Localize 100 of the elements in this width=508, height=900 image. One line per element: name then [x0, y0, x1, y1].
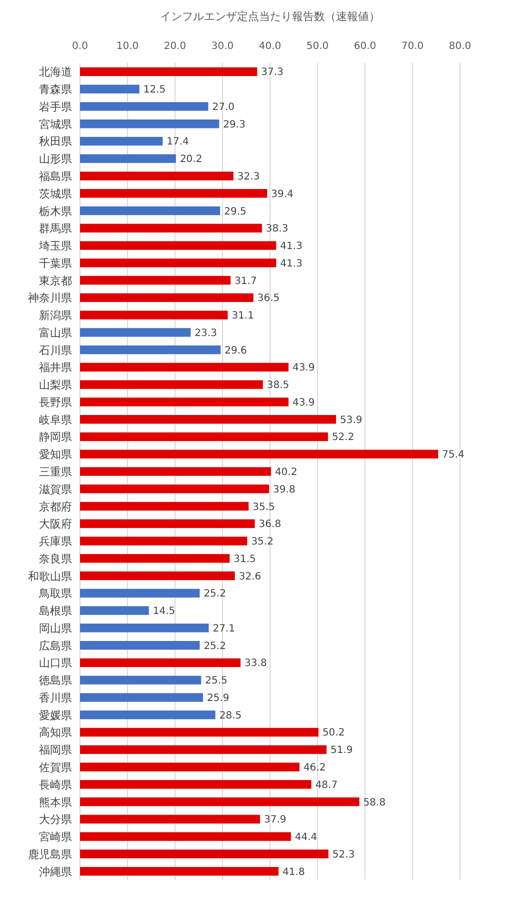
data-label: 29.6 — [224, 345, 247, 356]
bar — [80, 398, 289, 406]
bar — [80, 693, 204, 702]
y-tick-label: 埼玉県 — [38, 240, 72, 253]
y-tick-label: 茨城県 — [39, 187, 72, 200]
bar — [80, 328, 191, 337]
y-tick-label: 山口県 — [39, 656, 72, 670]
data-label: 20.2 — [180, 154, 202, 166]
data-label: 38.3 — [266, 224, 288, 235]
y-tick-label: 広島県 — [39, 639, 72, 652]
data-label: 35.2 — [251, 536, 274, 548]
bar — [80, 67, 258, 76]
data-label: 32.3 — [237, 171, 260, 182]
y-tick-label: 香川県 — [39, 691, 72, 704]
bar — [80, 797, 360, 806]
data-label: 25.2 — [204, 640, 226, 652]
y-tick-label: 岩手県 — [39, 100, 72, 114]
data-label: 52.3 — [332, 849, 355, 860]
y-tick-label: 静岡県 — [39, 430, 72, 444]
data-label: 48.7 — [315, 780, 338, 791]
data-label: 27.0 — [212, 102, 235, 113]
data-label: 25.5 — [205, 676, 228, 687]
data-label: 23.3 — [194, 328, 217, 339]
y-tick-label: 山形県 — [39, 152, 72, 166]
y-tick-label: 福井県 — [39, 361, 72, 374]
y-tick-label: 山梨県 — [39, 378, 72, 392]
data-label: 37.9 — [264, 814, 286, 826]
y-tick-label: 鳥取県 — [38, 587, 72, 600]
data-label: 12.5 — [143, 84, 166, 96]
y-tick-label: 宮城県 — [39, 118, 72, 131]
x-tick-label: 70.0 — [401, 41, 424, 52]
y-tick-label: 新潟県 — [39, 309, 72, 322]
chart-title: インフルエンザ定点当たり報告数（速報値） — [160, 10, 380, 23]
data-label: 36.5 — [257, 293, 280, 304]
bar — [80, 415, 336, 424]
y-tick-label: 福岡県 — [39, 744, 72, 757]
y-tick-label: 滋賀県 — [39, 482, 72, 496]
data-label: 29.5 — [224, 206, 246, 218]
bar — [80, 450, 438, 458]
data-label: 43.9 — [292, 362, 315, 374]
bar — [80, 866, 279, 876]
y-tick-label: 栃木県 — [39, 204, 72, 218]
data-label: 75.4 — [442, 450, 464, 461]
bar — [80, 102, 208, 111]
bar — [80, 154, 176, 163]
bar — [80, 536, 248, 546]
data-label: 36.8 — [258, 519, 282, 530]
bar — [80, 206, 220, 216]
bar — [80, 658, 241, 668]
y-tick-label: 岐阜県 — [39, 413, 72, 426]
data-label: 46.2 — [303, 762, 326, 774]
y-tick-label: 沖縄県 — [39, 865, 72, 878]
bar — [80, 380, 263, 389]
data-label: 33.8 — [244, 658, 267, 670]
data-label: 31.5 — [234, 554, 256, 565]
bar — [80, 345, 221, 354]
bar — [80, 276, 231, 285]
y-tick-label: 石川県 — [39, 344, 72, 357]
bar — [80, 814, 260, 824]
data-label: 38.5 — [266, 380, 290, 392]
y-tick-label: 北海道 — [39, 66, 72, 79]
x-tick-label: 30.0 — [211, 41, 234, 52]
data-label: 39.8 — [273, 484, 296, 496]
data-label: 52.2 — [332, 432, 354, 444]
x-tick-label: 0.0 — [72, 41, 88, 52]
bar — [80, 136, 163, 146]
data-label: 51.9 — [330, 745, 353, 756]
bar — [80, 119, 220, 128]
y-tick-label: 神奈川県 — [28, 292, 72, 305]
bar — [80, 84, 140, 94]
data-label: 41.8 — [282, 866, 305, 878]
y-tick-label: 福島県 — [39, 170, 72, 183]
bar — [80, 728, 318, 737]
data-label: 28.5 — [219, 710, 242, 722]
bar — [80, 224, 262, 232]
bar — [80, 710, 216, 720]
y-tick-label: 高知県 — [39, 726, 72, 740]
y-tick-label: 秋田県 — [39, 135, 72, 148]
bar — [80, 432, 328, 442]
y-tick-label: 愛媛県 — [39, 708, 72, 722]
y-tick-label: 千葉県 — [39, 256, 72, 270]
y-tick-label: 愛知県 — [39, 448, 72, 462]
bar — [80, 571, 235, 580]
bar — [80, 467, 271, 476]
bar — [80, 588, 200, 598]
data-label: 37.3 — [261, 67, 284, 78]
bar — [80, 745, 327, 754]
data-label: 58.8 — [363, 797, 386, 808]
bar — [80, 189, 268, 198]
data-label: 17.4 — [166, 136, 189, 148]
bar — [80, 502, 249, 511]
data-label: 29.3 — [223, 119, 246, 130]
y-tick-label: 鹿児島県 — [28, 848, 72, 861]
y-tick-label: 兵庫県 — [39, 535, 72, 548]
x-tick-label: 50.0 — [306, 41, 329, 52]
data-label: 32.6 — [238, 571, 262, 582]
y-tick-label: 大阪府 — [39, 518, 72, 531]
bar — [80, 624, 209, 632]
data-label: 41.3 — [280, 241, 302, 252]
bar — [80, 554, 230, 563]
